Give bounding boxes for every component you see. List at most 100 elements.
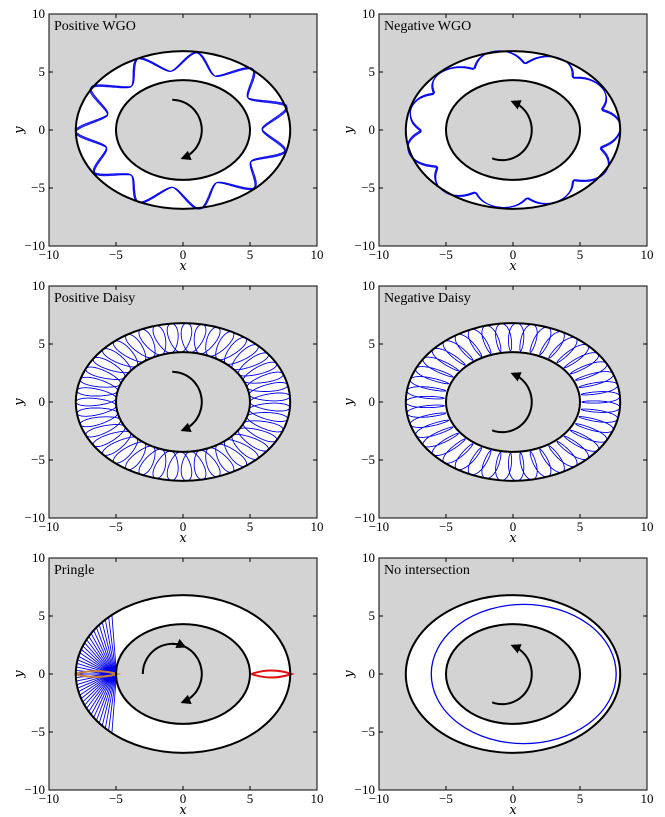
x-tick-label: 10 [311, 519, 324, 534]
y-tick-label: 0 [369, 666, 376, 681]
inner-region [446, 624, 580, 724]
y-tick-label: 10 [362, 550, 375, 565]
outer-boundary [404, 50, 622, 210]
x-tick-label: 10 [641, 519, 654, 534]
y-tick-label: 5 [39, 64, 46, 79]
inner-region [116, 624, 250, 724]
rotation-arrow-ccw [491, 372, 533, 434]
x-tick-label: 5 [577, 791, 584, 806]
trajectory [74, 614, 295, 734]
x-tick-label: 5 [577, 519, 584, 534]
x-axis-label: x [509, 259, 517, 274]
inner-boundary [115, 623, 251, 725]
y-axis-label: y [12, 670, 27, 679]
inner-boundary [115, 79, 251, 181]
y-tick-label: −5 [361, 724, 375, 739]
x-tick-label: 0 [180, 247, 187, 262]
y-tick-label: −5 [361, 452, 375, 467]
panel-title: Pringle [54, 563, 94, 578]
y-axis-label: y [342, 398, 357, 407]
y-tick-label: 5 [369, 336, 376, 351]
y-axis-label: y [342, 670, 357, 679]
y-tick-label: 0 [39, 394, 46, 409]
trajectory [430, 603, 617, 745]
inner-region [446, 80, 580, 180]
rotation-arrow-ccw [491, 644, 533, 706]
rotation-arrows [491, 372, 533, 434]
outer-boundary [74, 50, 292, 210]
outer-boundary [74, 594, 292, 754]
y-tick-label: 5 [39, 336, 46, 351]
inner-boundary [115, 351, 251, 453]
x-tick-label: 5 [577, 247, 584, 262]
x-tick-label: −5 [109, 791, 123, 806]
x-tick-label: −5 [109, 519, 123, 534]
outer-boundary [404, 322, 622, 482]
x-tick-label: −10 [369, 791, 389, 806]
y-axis-label: y [12, 126, 27, 135]
x-tick-label: 0 [510, 519, 517, 534]
y-tick-label: −10 [355, 238, 375, 253]
rotation-arrows [172, 370, 203, 432]
x-tick-label: 10 [641, 791, 654, 806]
inner-region [446, 352, 580, 452]
y-tick-label: 10 [32, 6, 45, 21]
y-tick-label: 5 [39, 608, 46, 623]
rotation-arrows [141, 638, 203, 704]
panel-title: Negative WGO [384, 19, 471, 34]
inner-region [116, 80, 250, 180]
x-axis-label: x [509, 803, 517, 817]
lens-marker [251, 669, 295, 679]
x-axis-label: x [179, 259, 187, 274]
x-tick-label: −10 [39, 791, 59, 806]
panel-4: −10 10 −5 5 0 0 5 −5 10 −10 x y Negative Daisy [342, 278, 654, 546]
x-tick-label: −5 [439, 791, 453, 806]
rotation-arrow-ccw [141, 638, 187, 675]
y-tick-label: 0 [39, 122, 46, 137]
y-tick-label: 5 [369, 64, 376, 79]
panel-title: Positive WGO [54, 19, 136, 34]
rotation-arrow-cw [172, 98, 203, 160]
x-tick-label: −10 [369, 247, 389, 262]
x-tick-label: −10 [39, 247, 59, 262]
y-tick-label: −10 [25, 510, 45, 525]
y-tick-label: 0 [369, 394, 376, 409]
y-tick-label: −5 [31, 452, 45, 467]
y-tick-label: −10 [25, 238, 45, 253]
y-tick-label: 10 [32, 278, 45, 293]
panel-title: Negative Daisy [384, 291, 471, 306]
y-tick-label: −10 [355, 782, 375, 797]
x-tick-label: 0 [510, 247, 517, 262]
x-tick-label: 5 [247, 519, 254, 534]
rotation-arrows [491, 644, 533, 706]
x-tick-label: 10 [641, 247, 654, 262]
y-tick-label: −5 [31, 180, 45, 195]
x-axis-label: x [179, 803, 187, 817]
panel-1: −10 10 −5 5 0 0 5 −5 10 −10 x y Positive WGO [12, 6, 324, 274]
x-tick-label: 10 [311, 247, 324, 262]
y-tick-label: −10 [25, 782, 45, 797]
rotation-arrow-ccw [491, 100, 533, 162]
x-tick-label: 0 [180, 791, 187, 806]
y-tick-label: −5 [361, 180, 375, 195]
x-tick-label: −10 [39, 519, 59, 534]
y-axis-label: y [342, 126, 357, 135]
y-tick-label: 10 [362, 278, 375, 293]
x-tick-label: −5 [109, 247, 123, 262]
y-axis-label: y [12, 398, 27, 407]
panel-5: −10 10 −5 5 0 0 5 −5 10 −10 x y Pringle [12, 550, 324, 817]
outer-boundary [404, 594, 622, 754]
panel-2: −10 10 −5 5 0 0 5 −5 10 −10 x y Negative WGO [342, 6, 654, 274]
panel-title: Positive Daisy [54, 291, 135, 306]
rotation-arrows [491, 100, 533, 162]
x-tick-label: −10 [369, 519, 389, 534]
panel-3: −10 10 −5 5 0 0 5 −5 10 −10 x y Positive Daisy [12, 278, 324, 546]
x-tick-label: 0 [510, 791, 517, 806]
y-tick-label: −5 [31, 724, 45, 739]
x-tick-label: 5 [247, 247, 254, 262]
y-tick-label: 0 [39, 666, 46, 681]
inner-region [116, 352, 250, 452]
panel-6: −10 10 −5 5 0 0 5 −5 10 −10 x y No intersection [342, 550, 654, 817]
x-tick-label: −5 [439, 519, 453, 534]
